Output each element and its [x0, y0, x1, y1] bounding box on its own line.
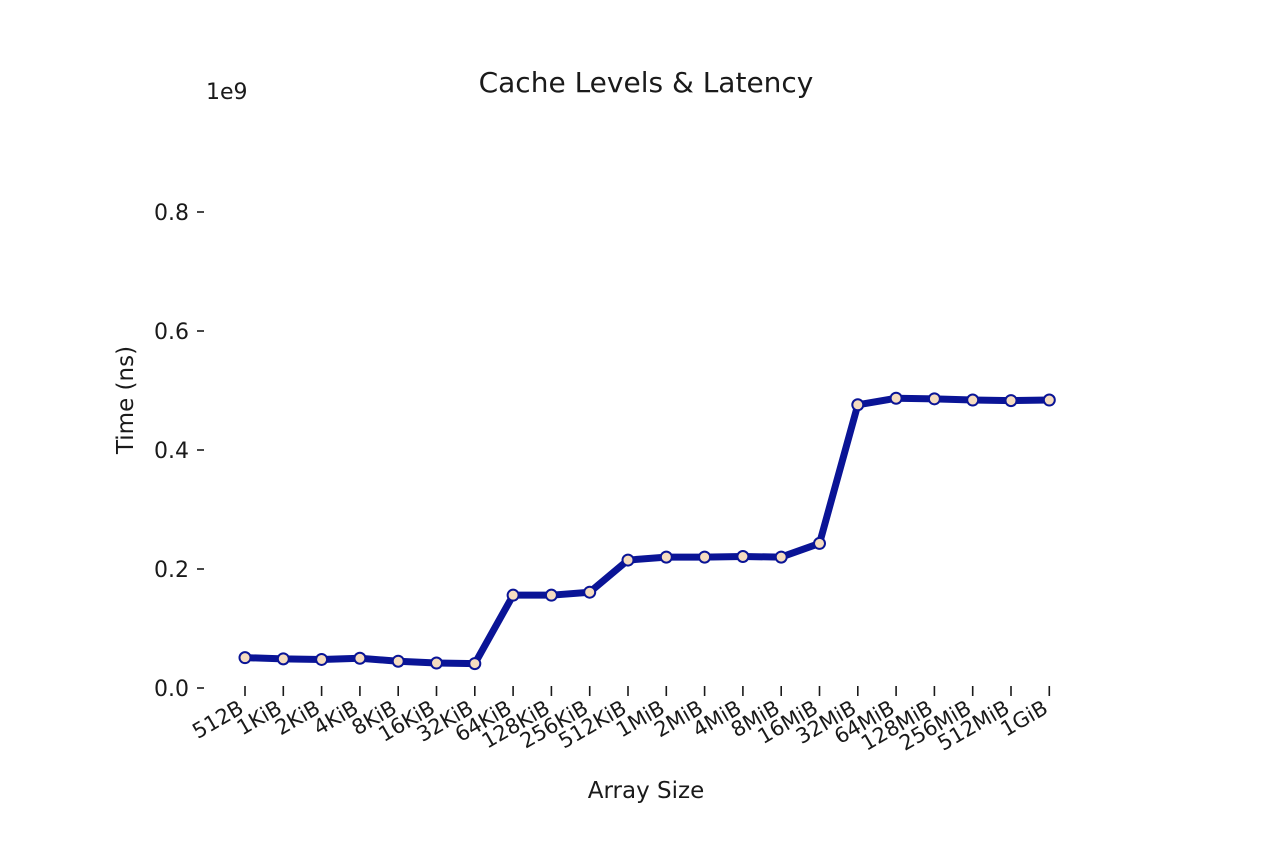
- data-point: [659, 550, 673, 564]
- series-line: [241, 394, 1053, 668]
- data-point: [583, 585, 597, 599]
- data-point: [353, 651, 367, 665]
- data-point: [238, 651, 252, 665]
- data-point: [506, 588, 520, 602]
- data-point: [774, 550, 788, 564]
- data-point: [966, 393, 980, 407]
- y-tick-label: 0.0: [154, 677, 189, 702]
- data-point: [736, 550, 750, 564]
- plot-area: [238, 391, 1056, 671]
- data-point: [391, 654, 405, 668]
- y-tick-label: 0.4: [154, 439, 189, 464]
- y-tick-label: 0.2: [154, 558, 189, 583]
- data-point: [430, 656, 443, 670]
- data-point: [468, 657, 482, 671]
- x-axis: 512B1KiB2KiB4KiB8KiB16KiB32KiB64KiB128Ki…: [188, 686, 1052, 756]
- data-point: [851, 398, 865, 412]
- data-point: [813, 536, 826, 550]
- data-point: [889, 391, 903, 405]
- y-tick-label: 0.8: [154, 201, 189, 226]
- x-axis-label: Array Size: [587, 778, 705, 804]
- data-point: [315, 652, 329, 666]
- data-point: [276, 652, 290, 666]
- chart-title: Cache Levels & Latency: [478, 66, 814, 99]
- data-point: [927, 392, 941, 406]
- data-point: [1004, 394, 1018, 408]
- y-tick-label: 0.6: [154, 320, 189, 345]
- data-point: [698, 550, 712, 564]
- y-axis-multiplier: 1e9: [206, 80, 248, 105]
- y-axis: 0.0 0.2 0.4 0.6 0.8: [154, 201, 204, 702]
- data-point: [621, 553, 635, 567]
- data-point: [1042, 393, 1056, 407]
- data-point: [544, 588, 558, 602]
